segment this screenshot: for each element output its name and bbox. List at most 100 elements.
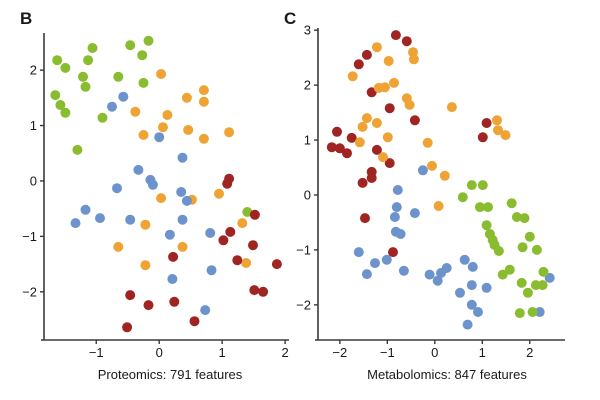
x-tick-label: 0 xyxy=(431,345,438,360)
data-point xyxy=(433,201,444,211)
y-tick-label: −2 xyxy=(296,297,311,312)
data-point xyxy=(357,121,368,132)
data-point xyxy=(517,242,528,253)
y-tick-label: 2 xyxy=(304,78,311,93)
data-point xyxy=(87,43,98,53)
data-point xyxy=(78,71,88,82)
panel-b-xaxis-title: Proteomics: 791 features xyxy=(98,367,243,382)
data-point xyxy=(332,126,342,137)
data-point xyxy=(401,36,412,47)
data-point xyxy=(404,99,415,110)
data-point xyxy=(497,269,508,280)
data-point xyxy=(112,183,122,194)
data-point xyxy=(176,187,187,197)
data-point xyxy=(500,130,511,141)
data-point xyxy=(427,160,437,171)
data-point xyxy=(168,251,179,262)
data-point xyxy=(198,133,209,144)
data-point xyxy=(200,305,211,316)
data-point xyxy=(206,265,217,276)
data-point xyxy=(177,214,188,225)
data-point xyxy=(249,285,260,296)
data-point xyxy=(154,132,165,143)
red-group-points xyxy=(326,30,492,258)
data-point xyxy=(511,212,522,222)
data-point xyxy=(237,218,248,229)
data-point xyxy=(473,307,483,317)
data-point xyxy=(439,170,450,181)
data-point xyxy=(390,30,401,41)
data-point xyxy=(409,208,420,219)
panel-c-plot: 3 2 1 0 −1 −2 −2 −1 0 1 2 xyxy=(296,23,565,360)
data-point xyxy=(122,322,133,333)
data-point xyxy=(248,240,258,251)
data-point xyxy=(342,148,352,159)
blue-group-points xyxy=(70,91,217,316)
data-point xyxy=(156,193,167,204)
data-point xyxy=(388,247,398,258)
x-tick-label: 0 xyxy=(156,345,163,360)
data-point xyxy=(72,144,83,155)
y-tick-label: 1 xyxy=(304,133,311,148)
data-point xyxy=(80,81,91,92)
panel-b-plot: 2 1 0 −1 −2 −1 0 1 2 xyxy=(22,33,289,360)
x-tick-label: 2 xyxy=(526,345,533,360)
data-point xyxy=(189,316,200,327)
data-point xyxy=(378,152,388,163)
data-point xyxy=(389,77,399,88)
data-point xyxy=(483,202,493,213)
data-point xyxy=(241,258,252,268)
data-point xyxy=(198,96,209,107)
data-point xyxy=(140,260,151,271)
data-point xyxy=(481,220,492,231)
data-point xyxy=(95,213,105,224)
data-point xyxy=(133,164,144,175)
data-point xyxy=(395,229,406,239)
data-point xyxy=(334,143,345,154)
data-point xyxy=(70,218,81,229)
data-point xyxy=(398,265,409,276)
data-point xyxy=(167,274,178,284)
blue-group-points xyxy=(353,165,555,330)
data-point xyxy=(107,101,117,112)
data-point xyxy=(360,213,370,224)
panel-b-letter: B xyxy=(20,9,32,28)
data-point xyxy=(534,307,545,317)
data-point xyxy=(432,275,443,286)
data-point xyxy=(326,142,337,153)
data-point xyxy=(493,246,504,256)
x-tick-label: 1 xyxy=(479,345,486,360)
data-point xyxy=(371,42,382,53)
data-point xyxy=(466,280,477,291)
data-point xyxy=(383,56,394,66)
data-point xyxy=(492,115,502,126)
data-point xyxy=(466,180,477,191)
data-point xyxy=(384,158,395,169)
data-point xyxy=(249,209,260,220)
orange-group-points xyxy=(347,42,511,211)
data-point xyxy=(493,125,503,136)
data-point xyxy=(55,100,66,110)
panel-c-letter: C xyxy=(284,9,296,28)
green-group-points xyxy=(50,35,253,217)
data-point xyxy=(125,40,136,51)
data-point xyxy=(218,235,229,246)
data-point xyxy=(506,198,517,209)
data-point xyxy=(183,125,194,135)
data-point xyxy=(457,192,468,203)
green-group-points xyxy=(457,180,549,319)
data-point xyxy=(205,228,216,238)
data-point xyxy=(422,137,433,148)
data-point xyxy=(113,241,124,252)
data-point xyxy=(424,269,435,280)
data-point xyxy=(224,127,235,138)
data-point xyxy=(125,290,136,301)
data-point xyxy=(514,308,525,319)
data-point xyxy=(177,152,188,163)
data-point xyxy=(408,54,419,65)
data-point xyxy=(158,122,168,133)
data-point xyxy=(80,204,91,215)
orange-group-points xyxy=(113,69,252,271)
data-point xyxy=(527,307,538,317)
